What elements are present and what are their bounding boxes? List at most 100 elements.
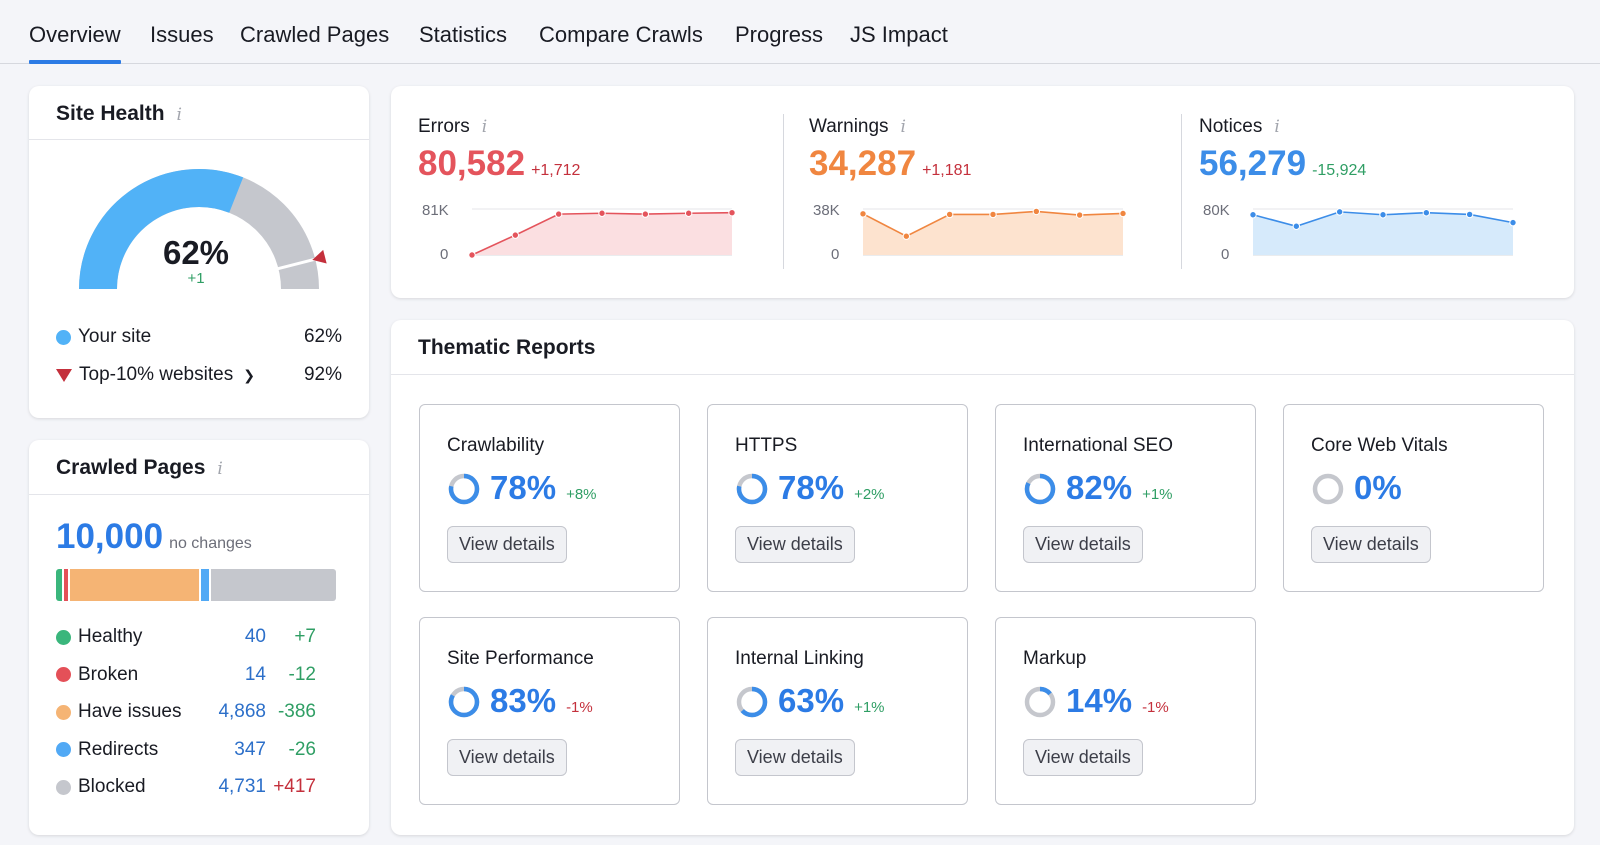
metric-value[interactable]: 34,287 +1,181 [809,144,972,183]
row-count[interactable]: 14 [244,663,266,685]
info-icon[interactable]: i [1274,117,1280,137]
list-item[interactable]: Blocked 4,731 +417 [56,776,316,798]
site-health-card: Site Health i 62% +1 Your site 62% Top-10… [29,86,369,418]
view-details-button[interactable]: View details [447,526,567,563]
report-title: International SEO [1023,435,1173,456]
row-delta: +7 [294,626,316,647]
view-details-button[interactable]: View details [735,739,855,776]
sparkline-point [1509,218,1517,227]
report-score[interactable]: 63% +1% [778,682,885,719]
progress-ring-icon [1024,473,1056,505]
view-details-button[interactable]: View details [1023,526,1143,563]
metric-notices: Notices i 56,279 -15,924 80K 0 [1172,86,1552,296]
info-icon[interactable]: i [217,459,223,479]
progress-ring-icon [1312,473,1344,505]
metric-label: Notices i [1199,116,1280,137]
y-axis-max-label: 81K [422,202,449,219]
row-count[interactable]: 347 [234,738,266,760]
tab-crawled-pages[interactable]: Crawled Pages [240,22,390,47]
report-score[interactable]: 82% +1% [1066,469,1173,506]
sparkline-chart[interactable] [1247,199,1527,269]
sparkline-point [902,232,911,240]
report-tile-crawlability: Crawlability 78% +8% View details [419,404,680,592]
list-item[interactable]: Redirects 347 -26 [56,739,316,761]
progress-ring-icon [448,686,480,718]
tab-statistics[interactable]: Statistics [419,22,508,47]
report-delta: +1% [854,699,885,716]
row-delta: -12 [288,663,316,685]
report-score[interactable]: 0% [1354,469,1402,506]
site-health-title: Site Health i [56,102,182,125]
tab-overview[interactable]: Overview [29,22,121,64]
y-axis-min-label: 0 [831,246,840,263]
sparkline-point [1249,211,1257,219]
metric-value[interactable]: 80,582 +1,712 [418,144,581,183]
bar-segment-have-issues[interactable] [68,569,200,601]
sparkline-point [859,210,867,218]
thematic-reports-card: Thematic Reports Crawlability 78% +8% View … [391,320,1574,835]
view-details-button[interactable]: View details [1311,526,1431,563]
sparkline-point [728,208,736,217]
crawled-pages-total[interactable]: 10,000 no changes [56,517,252,556]
legend-top10: Top-10% websites ❯ 92% [56,364,342,386]
sparkline-point [554,210,563,218]
view-details-button[interactable]: View details [1023,739,1143,776]
view-details-button[interactable]: View details [447,739,567,776]
tab-js-impact[interactable]: JS Impact [850,22,948,47]
crawled-pages-bar [56,569,336,601]
report-tile-https: HTTPS 78% +2% View details [707,404,968,592]
tab-progress[interactable]: Progress [735,22,824,47]
sparkline-point [1119,209,1127,218]
metric-errors: Errors i 80,582 +1,712 81K 0 [391,86,771,296]
progress-ring-icon [1024,686,1056,718]
row-delta: -386 [277,701,316,722]
row-count[interactable]: 4,731 [218,776,266,797]
sparkline-point [989,210,997,219]
report-title: Internal Linking [735,648,864,669]
chevron-down-icon[interactable]: ❯ [243,366,255,383]
metric-value[interactable]: 56,279 -15,924 [1199,144,1367,183]
report-title: HTTPS [735,435,798,456]
sparkline-chart[interactable] [466,199,746,269]
row-count[interactable]: 40 [244,626,266,647]
tab-issues[interactable]: Issues [150,22,214,47]
list-item[interactable]: Broken 14 -12 [56,664,316,686]
info-icon[interactable]: i [481,117,488,137]
bar-segment-healthy[interactable] [56,569,62,601]
report-tile-international-seo: International SEO 82% +1% View details [995,404,1256,592]
metric-label: Warnings i [809,116,906,137]
report-score[interactable]: 83% -1% [490,682,593,719]
sparkline-area [863,211,1123,255]
progress-ring-icon [736,686,768,718]
bar-segment-redirects[interactable] [199,569,209,601]
bar-segment-broken[interactable] [62,569,68,601]
issues-summary-card: Errors i 80,582 +1,712 81K 0 Warnings i 34,287 +1… [391,86,1574,298]
bar-segment-blocked[interactable] [208,569,336,601]
info-icon[interactable]: i [176,105,182,125]
tab-compare-crawls[interactable]: Compare Crawls [539,22,703,47]
view-details-button[interactable]: View details [735,526,855,563]
report-tile-internal-linking: Internal Linking 63% +1% View details [707,617,968,805]
report-score[interactable]: 14% -1% [1066,682,1169,719]
status-dot-icon [56,629,71,645]
report-title: Core Web Vitals [1311,435,1448,456]
red-triangle-icon [56,368,72,382]
gauge-benchmark-tick [277,257,317,271]
list-item[interactable]: Have issues 4,868 -386 [56,701,316,723]
list-item[interactable]: Healthy 40 +7 [56,626,316,648]
report-score[interactable]: 78% +8% [490,469,597,506]
row-count[interactable]: 4,868 [218,701,266,722]
report-title: Site Performance [447,648,594,669]
y-axis-max-label: 38K [813,202,840,219]
legend-your-site: Your site 62% [56,326,342,348]
blue-dot-icon [56,329,71,345]
sparkline-chart[interactable] [857,199,1137,269]
thematic-reports-title: Thematic Reports [418,336,596,359]
report-title: Crawlability [447,435,545,456]
report-score[interactable]: 78% +2% [778,469,885,506]
report-tile-core-web-vitals: Core Web Vitals 0% View details [1283,404,1544,592]
sparkline-point [1032,207,1041,216]
row-label: Broken [78,663,139,685]
sparkline-point [1465,210,1474,219]
info-icon[interactable]: i [900,117,906,137]
